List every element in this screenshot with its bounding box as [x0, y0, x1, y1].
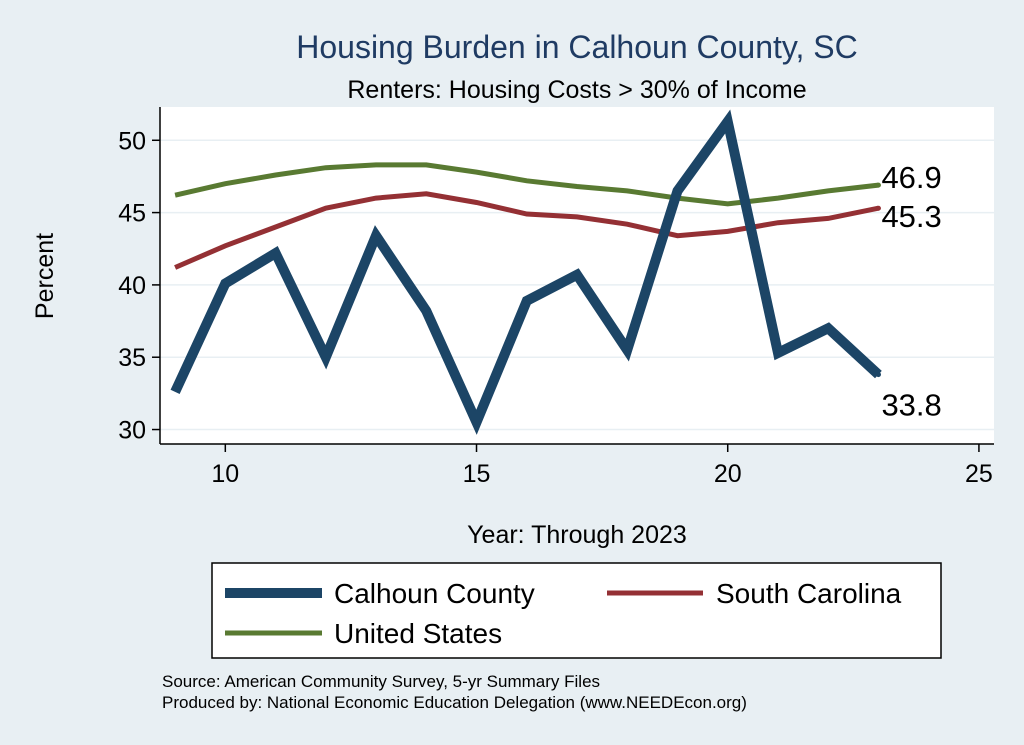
legend: Calhoun County South Carolina United Sta…	[211, 562, 942, 659]
y-axis-label: Percent	[31, 233, 59, 319]
legend-label-calhoun-county: Calhoun County	[334, 578, 535, 609]
x-axis-label: Year: Through 2023	[467, 521, 687, 549]
chart-title: Housing Burden in Calhoun County, SC	[296, 29, 858, 65]
x-tick-label-25: 25	[965, 460, 993, 488]
x-tick-label-15: 15	[463, 460, 491, 488]
y-tick-label-40: 40	[118, 272, 146, 300]
legend-label-united-states: United States	[334, 618, 502, 649]
y-tick-label-50: 50	[118, 127, 146, 155]
series-lines	[170, 109, 882, 435]
series-line-united-states	[174, 162, 879, 207]
end-label-united-states: 46.9	[881, 160, 941, 195]
series-line-south-carolina	[174, 191, 879, 270]
gridlines	[160, 139, 994, 431]
legend-box	[211, 562, 942, 659]
y-tick-label-45: 45	[118, 200, 146, 228]
series-line-calhoun-county	[170, 109, 882, 435]
y-tick-label-35: 35	[118, 344, 146, 372]
axes: 30 35 40 45 50 10 15 20 25	[118, 107, 994, 488]
source-note: Source: American Community Survey, 5-yr …	[162, 672, 600, 691]
end-point-south-carolina	[875, 205, 881, 211]
end-labels: 33.8 45.3 46.9	[881, 160, 941, 422]
chart-subtitle: Renters: Housing Costs > 30% of Income	[347, 76, 806, 104]
end-point-calhoun-county	[875, 372, 881, 378]
legend-label-south-carolina: South Carolina	[716, 578, 902, 609]
produced-by-note: Produced by: National Economic Education…	[162, 693, 747, 712]
end-label-calhoun-county: 33.8	[881, 388, 941, 423]
x-tick-label-10: 10	[211, 460, 239, 488]
end-point-united-states	[875, 182, 881, 188]
end-label-south-carolina: 45.3	[881, 199, 941, 234]
x-tick-label-20: 20	[714, 460, 742, 488]
y-tick-label-30: 30	[118, 417, 146, 445]
